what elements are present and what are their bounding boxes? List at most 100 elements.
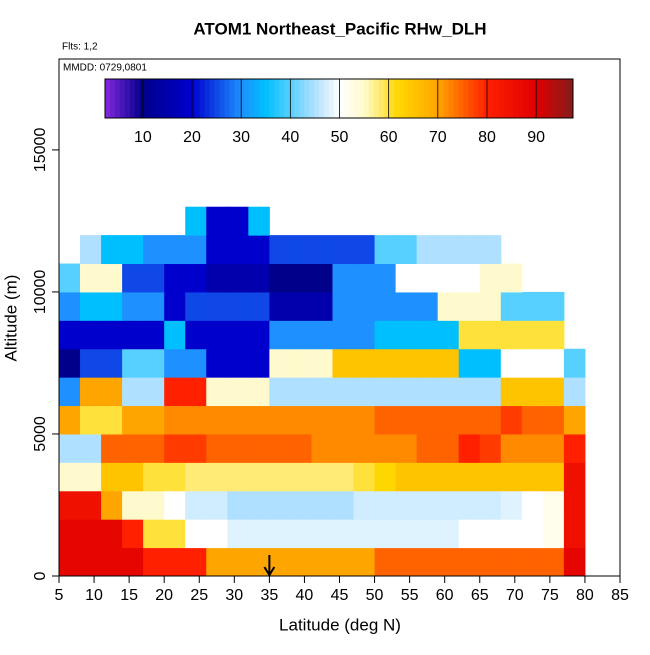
heat-cell bbox=[458, 547, 481, 577]
heat-cell bbox=[59, 519, 81, 549]
heat-cell bbox=[206, 377, 228, 407]
heat-cell bbox=[248, 291, 270, 321]
heat-cell bbox=[122, 291, 144, 321]
heat-cell bbox=[206, 490, 228, 520]
x-tick-label: 80 bbox=[576, 587, 594, 604]
heat-cell bbox=[416, 320, 439, 350]
heat-cell bbox=[332, 377, 355, 407]
colorbar-segment bbox=[264, 79, 270, 118]
heat-cell bbox=[248, 320, 270, 350]
heat-cell bbox=[374, 490, 397, 520]
heat-cell bbox=[353, 235, 376, 265]
heat-cell bbox=[80, 462, 102, 492]
heat-cell bbox=[332, 490, 355, 520]
heat-cell bbox=[227, 462, 249, 492]
heat-cell bbox=[185, 348, 207, 378]
heat-cell bbox=[164, 377, 186, 407]
heat-cell bbox=[227, 291, 249, 321]
heat-cell bbox=[311, 405, 333, 435]
heat-cell bbox=[395, 547, 418, 577]
colorbar-tick-label: 90 bbox=[527, 129, 545, 146]
colorbar-segment bbox=[179, 79, 186, 118]
colorbar-segment bbox=[368, 79, 375, 118]
heat-cell bbox=[185, 206, 207, 236]
colorbar-segment bbox=[463, 79, 469, 118]
heat-cell bbox=[416, 519, 439, 549]
heat-cell bbox=[374, 348, 397, 378]
heat-cell bbox=[101, 490, 123, 520]
colorbar-segment bbox=[423, 79, 430, 118]
colorbar-segment bbox=[269, 79, 275, 118]
heat-cell bbox=[395, 490, 418, 520]
heat-cell bbox=[164, 263, 186, 293]
heat-cell bbox=[290, 291, 312, 321]
annotation: MMDD: 0729,0801 bbox=[63, 63, 147, 74]
heat-cell bbox=[479, 263, 502, 293]
heat-cell bbox=[395, 320, 418, 350]
heat-cell bbox=[542, 547, 565, 577]
colorbar-segment bbox=[324, 79, 330, 118]
colorbar-tick-label: 20 bbox=[183, 129, 201, 146]
heat-cell bbox=[458, 348, 481, 378]
arrow-head bbox=[263, 566, 276, 577]
heat-cell bbox=[59, 490, 81, 520]
heat-cell bbox=[269, 235, 291, 265]
heat-cell bbox=[101, 291, 123, 321]
heat-cell bbox=[290, 405, 312, 435]
heat-cell bbox=[353, 462, 376, 492]
heat-cell bbox=[521, 291, 544, 321]
heat-cell bbox=[437, 348, 460, 378]
heat-cell bbox=[122, 405, 144, 435]
colorbar-segment bbox=[234, 79, 240, 118]
heat-cell bbox=[101, 348, 123, 378]
heat-cell bbox=[269, 519, 291, 549]
heat-cell bbox=[59, 348, 81, 378]
heat-cell bbox=[521, 547, 544, 577]
heat-cell bbox=[80, 490, 102, 520]
heat-cell bbox=[332, 433, 355, 463]
heat-cell bbox=[500, 263, 523, 293]
heat-cell bbox=[479, 547, 502, 577]
heat-cell bbox=[542, 519, 565, 549]
heat-cell bbox=[458, 377, 481, 407]
heat-cell bbox=[122, 320, 144, 350]
heat-cell bbox=[563, 348, 586, 378]
heat-cell bbox=[479, 320, 502, 350]
heat-cell bbox=[353, 490, 376, 520]
colorbar-segment bbox=[119, 79, 126, 118]
heat-cell bbox=[206, 291, 228, 321]
colorbar-segment bbox=[568, 79, 574, 118]
colorbar-segment bbox=[513, 79, 519, 118]
colorbar-segment bbox=[184, 79, 191, 118]
heat-cell bbox=[521, 490, 544, 520]
heat-cell bbox=[395, 235, 418, 265]
heat-cell bbox=[500, 320, 523, 350]
heat-cell bbox=[563, 405, 586, 435]
colorbar-segment bbox=[503, 79, 509, 118]
heat-cell bbox=[80, 291, 102, 321]
y-tick-label: 5000 bbox=[32, 416, 49, 452]
heat-cell bbox=[479, 405, 502, 435]
heat-cell bbox=[332, 320, 355, 350]
colorbar-tick-label: 40 bbox=[281, 129, 299, 146]
colorbar-segment bbox=[249, 79, 255, 118]
colorbar-segment bbox=[219, 79, 225, 118]
heat-cell bbox=[143, 320, 165, 350]
colorbar-segment bbox=[334, 79, 340, 118]
heat-cell bbox=[395, 348, 418, 378]
heat-cell bbox=[500, 433, 523, 463]
colorbar-segment bbox=[488, 79, 494, 118]
colorbar-segment bbox=[199, 79, 206, 118]
x-tick-label: 65 bbox=[471, 587, 489, 604]
heat-cell bbox=[269, 405, 291, 435]
heat-cell bbox=[458, 263, 481, 293]
heat-cell bbox=[248, 235, 270, 265]
colorbar-segment bbox=[523, 79, 529, 118]
heat-cell bbox=[416, 291, 439, 321]
heat-cell bbox=[521, 433, 544, 463]
heat-cell bbox=[437, 547, 460, 577]
colorbar-segment bbox=[343, 79, 350, 118]
colorbar-segment bbox=[284, 79, 290, 118]
heat-cell bbox=[332, 405, 355, 435]
heat-cell bbox=[458, 320, 481, 350]
